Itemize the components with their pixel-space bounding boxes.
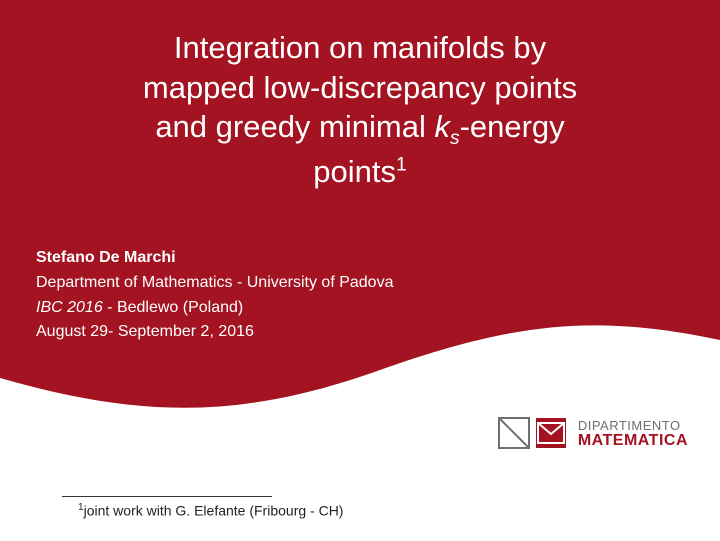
footnote-rule [62, 496, 272, 497]
title-line-2: mapped low-discrepancy points [0, 68, 720, 108]
author-affiliation: Department of Mathematics - University o… [36, 271, 393, 296]
author-dates: August 29- September 2, 2016 [36, 320, 393, 345]
author-conference: IBC 2016 - Bedlewo (Poland) [36, 296, 393, 321]
logo-text: DIPARTIMENTO MATEMATICA [578, 420, 688, 448]
title-line-4: points1 [0, 152, 720, 192]
title-block: Integration on manifolds by mapped low-d… [0, 28, 720, 192]
title-line-3-pre: and greedy minimal [155, 109, 434, 144]
title-line-3: and greedy minimal ks-energy [0, 107, 720, 152]
author-name: Stefano De Marchi [36, 246, 393, 271]
logo-mark [498, 417, 568, 451]
footnote-text: joint work with G. Elefante (Fribourg - … [84, 503, 344, 519]
title-sub-s: s [450, 129, 460, 150]
title-line-3-post: -energy [460, 109, 565, 144]
title-sup-1: 1 [396, 155, 407, 176]
logo-text-bottom: MATEMATICA [578, 433, 688, 448]
footnote: 1joint work with G. Elefante (Fribourg -… [78, 502, 343, 519]
logo-text-top: DIPARTIMENTO [578, 420, 688, 432]
title-line-4-pre: points [313, 154, 396, 189]
logo-diagonal [499, 418, 529, 448]
title-k: k [434, 109, 450, 144]
slide: Integration on manifolds by mapped low-d… [0, 0, 720, 541]
author-block: Stefano De Marchi Department of Mathemat… [36, 246, 393, 345]
title-line-1: Integration on manifolds by [0, 28, 720, 68]
conference-location: - Bedlewo (Poland) [103, 299, 244, 316]
department-logo: DIPARTIMENTO MATEMATICA [498, 417, 688, 451]
conference-name: IBC 2016 [36, 299, 103, 316]
